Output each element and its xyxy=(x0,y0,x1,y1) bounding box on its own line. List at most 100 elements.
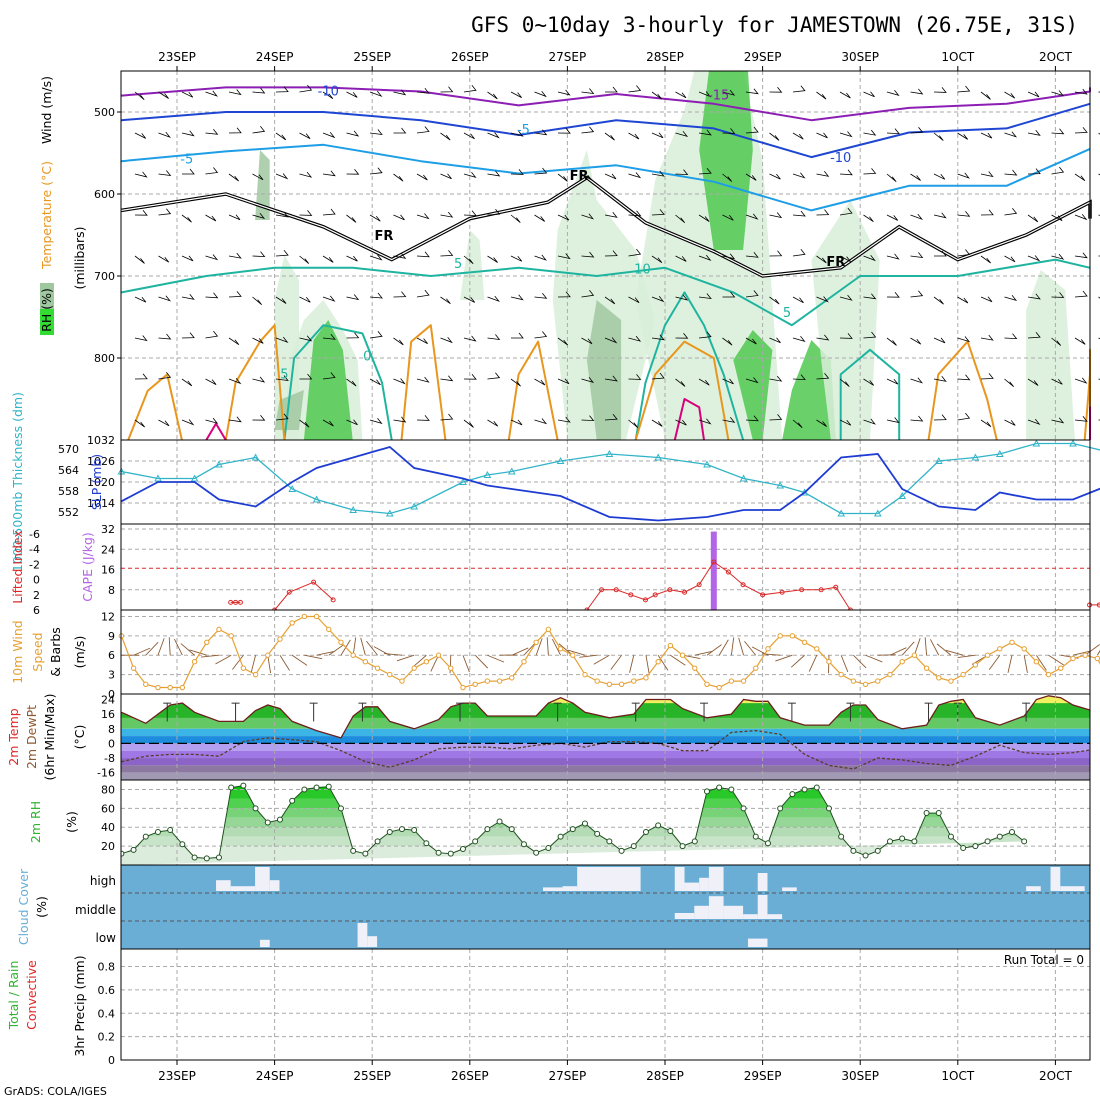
temp-tick-label: 24 xyxy=(101,693,115,706)
cloud-segment xyxy=(1050,867,1061,891)
wind-barb xyxy=(769,86,783,93)
wind-barb xyxy=(252,296,263,306)
contour-label: FR xyxy=(570,169,589,184)
wind-barb xyxy=(1004,333,1018,340)
cape-bar xyxy=(710,531,717,610)
wind-speed-marker xyxy=(289,620,295,626)
wind-barb xyxy=(440,211,454,218)
wind-axis-label-2: Speed xyxy=(30,632,45,671)
rh-marker xyxy=(179,841,186,848)
wind-speed-marker xyxy=(216,626,222,633)
surface-wind-barb xyxy=(551,638,561,656)
wind-barb xyxy=(933,376,947,382)
wind-axis-label-1: 10m Wind xyxy=(10,620,25,683)
wind-barb xyxy=(346,91,358,98)
pressure-axis-label: (millibars) xyxy=(72,226,87,289)
wind-barb xyxy=(416,337,428,344)
contour-label: 10 xyxy=(634,263,651,278)
wind-barb xyxy=(252,173,264,181)
surface-wind-barb xyxy=(901,641,915,656)
wind-barb xyxy=(886,291,900,298)
wind-barb xyxy=(980,419,992,428)
wind-barbs xyxy=(134,84,1100,429)
wind-barb xyxy=(722,291,736,298)
temperature-legend-label: Temperature (°C) xyxy=(39,161,54,270)
wind-barb xyxy=(440,375,454,382)
wind-barb xyxy=(440,296,451,305)
wind-barb xyxy=(698,129,712,136)
wind-speed-marker xyxy=(204,639,210,646)
cloud-axis-label: Cloud Cover xyxy=(16,868,31,945)
wind-barb xyxy=(605,86,618,93)
rh-marker xyxy=(1070,0,1075,3)
wind-barb xyxy=(581,337,593,345)
wind-barb xyxy=(910,377,924,384)
rh-marker xyxy=(911,838,918,845)
wind-barb xyxy=(510,214,521,223)
wind-barb xyxy=(910,290,924,298)
rh-marker xyxy=(752,833,759,840)
rh-marker xyxy=(1034,0,1039,3)
wind-barb xyxy=(181,378,193,387)
thickness-marker xyxy=(349,505,358,513)
wind-speed-marker xyxy=(692,665,698,671)
wind-barb xyxy=(863,91,875,98)
wind-barb xyxy=(957,211,971,217)
rh-band xyxy=(121,836,1025,847)
rh-marker xyxy=(935,810,942,817)
wind-barb xyxy=(181,332,195,339)
thickness-marker xyxy=(507,467,516,475)
wind-barb xyxy=(910,88,924,95)
wind-barb xyxy=(675,91,687,99)
wind-barb xyxy=(769,375,783,382)
rh-marker xyxy=(691,838,698,845)
cloud-segment xyxy=(684,882,700,891)
rh-marker xyxy=(703,788,710,795)
wind-barb xyxy=(604,375,618,382)
panel-cross-section: -10 -15 -5 -5 -10 FR FR FR 5 10 5 5 0 500 600 700 800 R… xyxy=(39,70,1100,441)
wind-barb xyxy=(275,132,287,141)
lifted-index-marker xyxy=(696,582,702,588)
wind-barb xyxy=(863,214,874,223)
rh-marker xyxy=(886,838,893,845)
cloud-segment xyxy=(757,873,768,891)
wind-barb xyxy=(1027,91,1040,98)
bottom-date-label: 24SEP xyxy=(256,1069,294,1083)
rh-marker xyxy=(960,845,967,851)
thickness-marker xyxy=(459,477,467,485)
wind-barb xyxy=(322,419,334,427)
wind-barb xyxy=(1051,292,1065,298)
wind-barb xyxy=(1051,214,1063,221)
wind-barb xyxy=(863,168,877,175)
wind-barb xyxy=(346,130,360,137)
wind-barb xyxy=(863,293,877,300)
surface-wind-barb xyxy=(487,654,505,663)
lifted-index-marker xyxy=(833,584,839,590)
cloud-row-label: low xyxy=(96,931,117,945)
temperature-contour xyxy=(283,324,393,441)
wind-barb xyxy=(769,173,781,180)
surface-wind-barb xyxy=(1084,644,1100,656)
cloud-segment xyxy=(357,923,368,947)
wind-barb xyxy=(205,292,219,299)
contour-label: FR xyxy=(826,255,845,270)
wind-speed-marker xyxy=(923,665,930,671)
wind-barb xyxy=(322,334,336,340)
wind-barb xyxy=(393,253,407,259)
wind-barb xyxy=(205,254,219,261)
cape-tick-label: 16 xyxy=(101,564,115,577)
wind-barb xyxy=(910,213,924,220)
thickness-marker xyxy=(898,491,907,499)
lifted-index-marker xyxy=(652,592,658,598)
wind-barb xyxy=(957,132,969,140)
precip-convective-label: Convective xyxy=(24,960,39,1030)
wind-barb xyxy=(1051,417,1065,424)
surface-wind-barb xyxy=(790,654,805,668)
lifted-index-marker xyxy=(1096,602,1100,608)
wind-barb xyxy=(933,296,944,305)
thickness-marker xyxy=(837,509,846,517)
bottom-date-label: 30SEP xyxy=(841,1069,879,1083)
top-date-label: 23SEP xyxy=(158,50,196,64)
wind-barb xyxy=(839,294,853,301)
surface-wind-barb xyxy=(250,655,257,673)
